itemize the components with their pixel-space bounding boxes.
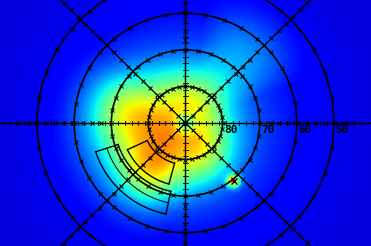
Text: 80: 80 (224, 125, 238, 136)
Text: 50: 50 (336, 125, 349, 136)
Text: 70: 70 (262, 125, 275, 136)
Text: 60: 60 (299, 125, 312, 136)
